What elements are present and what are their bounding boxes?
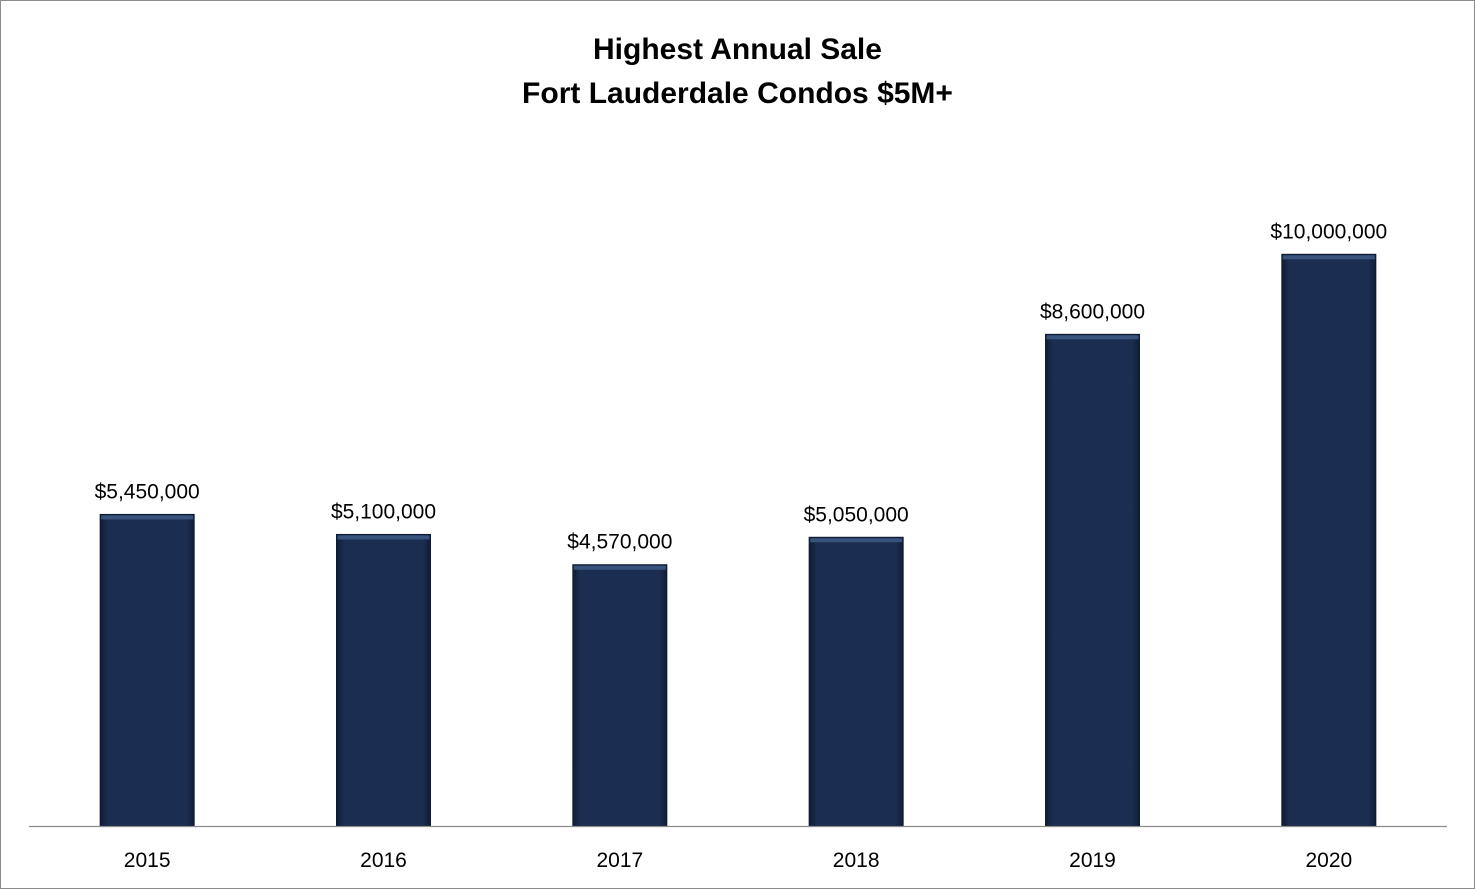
- labels-group: $5,450,000 2015 $5,100,000 2016 $4,570,000 20…: [95, 220, 1388, 872]
- bar-2016: [336, 533, 431, 827]
- bar-2020: [1281, 253, 1377, 827]
- chart-title-block: Highest Annual Sale Fort Lauderdale Cond…: [0, 28, 1475, 116]
- x-tick-label-2018: 2018: [833, 849, 880, 872]
- bar-2019: [1045, 333, 1140, 827]
- x-tick-label-2019: 2019: [1069, 849, 1116, 872]
- data-label-2018: $5,050,000: [804, 503, 909, 526]
- bar-bevel-2020: [1282, 255, 1375, 260]
- bar-bevel-2019: [1046, 335, 1139, 340]
- bar-bevel-2015: [101, 515, 194, 520]
- bar-2018: [808, 536, 904, 827]
- x-tick-label-2017: 2017: [596, 849, 643, 872]
- data-label-2019: $8,600,000: [1040, 300, 1145, 323]
- chart-title: Highest Annual Sale: [593, 33, 882, 66]
- chart-subtitle: Fort Lauderdale Condos $5M+: [522, 77, 953, 110]
- bar-bevel-2017: [573, 565, 666, 570]
- bars-group: [99, 253, 1377, 827]
- x-tick-label-2015: 2015: [124, 849, 171, 872]
- x-tick-label-2016: 2016: [360, 849, 407, 872]
- bar-2015: [99, 513, 195, 827]
- data-label-2015: $5,450,000: [95, 480, 200, 503]
- bar-bevel-2018: [810, 538, 903, 543]
- data-label-2016: $5,100,000: [331, 500, 436, 523]
- x-tick-label-2020: 2020: [1305, 849, 1352, 872]
- bar-bevel-2016: [337, 535, 430, 540]
- bar-2017: [572, 564, 668, 827]
- data-label-2020: $10,000,000: [1270, 220, 1387, 243]
- data-label-2017: $4,570,000: [567, 531, 672, 554]
